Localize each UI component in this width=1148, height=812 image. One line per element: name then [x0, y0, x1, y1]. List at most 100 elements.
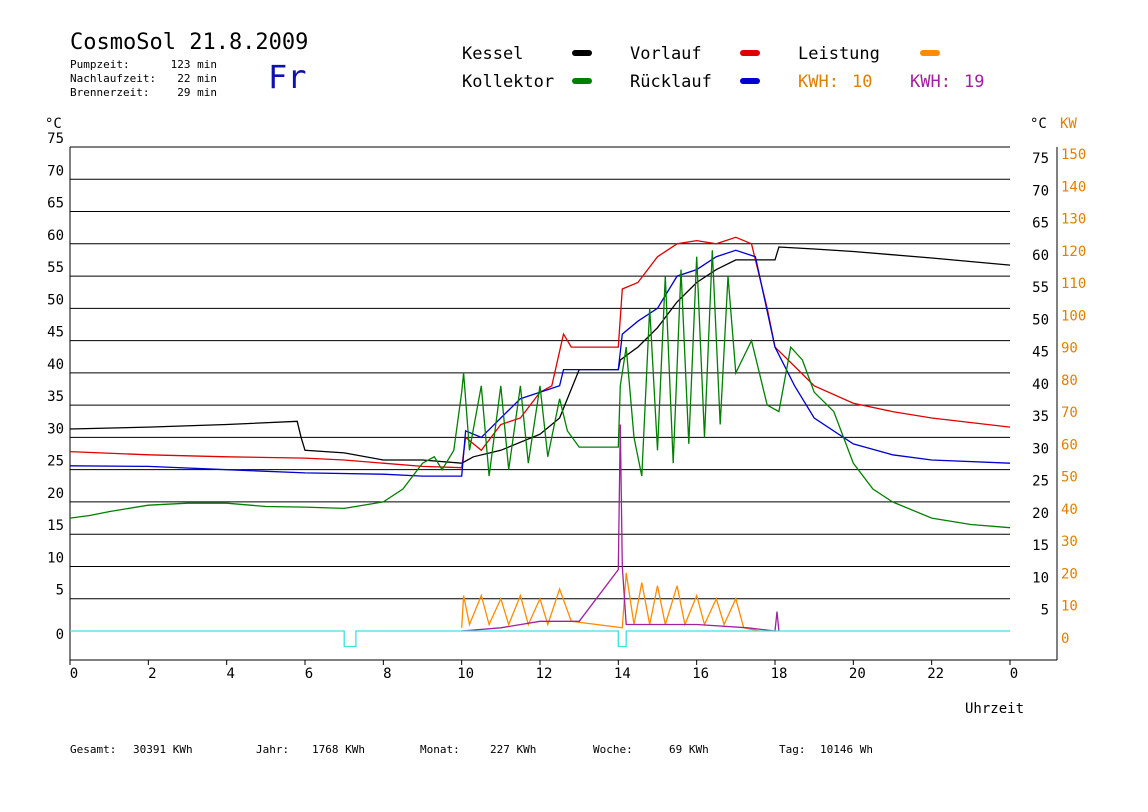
y2-tick-label: 60	[1061, 437, 1078, 453]
right-axis-unit-kw: KW	[1060, 116, 1077, 132]
y2-tick-label: 100	[1061, 308, 1086, 324]
y-tick-label: 65	[47, 196, 64, 212]
x-tick-label: 16	[692, 666, 709, 682]
y-tick-label: 35	[47, 389, 64, 405]
x-axis-title: Uhrzeit	[965, 701, 1025, 717]
series-line-pumpe	[70, 630, 1010, 648]
y-tick-label: 40	[47, 357, 64, 373]
y-tick-label: 75	[47, 131, 64, 147]
y-tick-label-right: 40	[1032, 377, 1049, 393]
y-tick-label-right: 5	[1041, 603, 1049, 619]
legend-leistung-label: Leistung	[798, 44, 880, 64]
legend-kollektor-label: Kollektor	[462, 72, 555, 92]
y2-tick-label: 140	[1061, 179, 1086, 195]
x-tick-label: 4	[226, 666, 234, 682]
y2-tick-label: 80	[1061, 373, 1078, 389]
chart-title: CosmoSol 21.8.2009	[70, 30, 309, 55]
total-jahr-label: Jahr:	[256, 743, 290, 756]
y2-tick-label: 90	[1061, 341, 1078, 357]
nachlauf-value: 22 min	[177, 72, 217, 85]
x-tick-label: 8	[383, 666, 391, 682]
series-lines	[69, 236, 1011, 648]
total-gesamt-value: 30391 KWh	[133, 743, 193, 756]
series-line-kollektor	[69, 250, 1011, 529]
y-tick-label: 25	[47, 454, 64, 470]
legend-vorlauf-swatch	[740, 50, 760, 56]
legend-ruecklauf-label: Rücklauf	[630, 72, 712, 92]
y2-tick-label: 30	[1061, 534, 1078, 550]
y-tick-label: 10	[47, 550, 64, 566]
legend-kwh1-value: 10	[852, 72, 873, 92]
y2-tick-label: 120	[1061, 244, 1086, 260]
x-tick-label: 12	[536, 666, 553, 682]
total-jahr-value: 1768 KWh	[312, 743, 365, 756]
y-tick-label: 45	[47, 325, 64, 341]
y-tick-label-right: 65	[1032, 216, 1049, 232]
axis-ticks: 0510152025303540455055606570755101520253…	[47, 131, 1086, 682]
legend-kwh2-value: 19	[964, 72, 985, 92]
brenner-value: 29 min	[177, 86, 217, 99]
x-tick-label: 22	[927, 666, 944, 682]
legend-vorlauf-label: Vorlauf	[630, 44, 702, 64]
y-tick-label: 55	[47, 260, 64, 276]
total-tag-label: Tag:	[779, 743, 806, 756]
legend-kessel-label: Kessel	[462, 44, 524, 64]
right-axis-unit-c: °C	[1030, 116, 1047, 132]
total-gesamt-label: Gesamt:	[70, 743, 117, 756]
y-tick-label-right: 30	[1032, 441, 1049, 457]
y-tick-label-right: 45	[1032, 345, 1049, 361]
brenner-label: Brennerzeit:	[70, 86, 150, 99]
y-tick-label-right: 60	[1032, 248, 1049, 264]
y-tick-label-right: 10	[1032, 570, 1049, 586]
y-tick-label: 50	[47, 292, 64, 308]
series-line-rcklauf	[69, 249, 1011, 477]
y2-tick-label: 20	[1061, 566, 1078, 582]
y-tick-label-right: 20	[1032, 506, 1049, 522]
y-tick-label-right: 25	[1032, 474, 1049, 490]
legend-kwh1-label: KWH:	[798, 72, 839, 92]
y-tick-label: 15	[47, 518, 64, 534]
series-line-vorlauf	[69, 236, 1011, 469]
legend-kessel-swatch	[572, 50, 592, 56]
series-line-leistung	[461, 572, 760, 632]
total-monat-label: Monat:	[420, 743, 460, 756]
y-tick-label-right: 55	[1032, 280, 1049, 296]
y-tick-label-right: 50	[1032, 312, 1049, 328]
total-tag-value: 10146 Wh	[820, 743, 873, 756]
legend-ruecklauf-swatch	[740, 78, 760, 84]
weekday-label: Fr	[268, 58, 307, 96]
x-tick-label: 6	[305, 666, 313, 682]
y-tick-label-right: 70	[1032, 183, 1049, 199]
y2-tick-label: 10	[1061, 599, 1078, 615]
total-monat-value: 227 KWh	[490, 743, 537, 756]
y2-tick-label: 70	[1061, 405, 1078, 421]
y-tick-label: 0	[56, 627, 64, 643]
x-tick-label: 0	[70, 666, 78, 682]
legend-leistung-swatch	[920, 50, 940, 56]
x-tick-label: 14	[614, 666, 631, 682]
y2-tick-label: 0	[1061, 631, 1069, 647]
x-tick-label: 18	[771, 666, 788, 682]
total-woche-label: Woche:	[593, 743, 633, 756]
y-tick-label: 70	[47, 163, 64, 179]
grid-lines	[69, 146, 1058, 661]
y-tick-label-right: 35	[1032, 409, 1049, 425]
y2-tick-label: 130	[1061, 212, 1086, 228]
y-tick-label-right: 75	[1032, 151, 1049, 167]
y-tick-label: 5	[56, 583, 64, 599]
series-line-kessel	[69, 246, 1011, 464]
y-tick-label: 30	[47, 421, 64, 437]
x-tick-label: 2	[148, 666, 156, 682]
y-tick-label-right: 15	[1032, 538, 1049, 554]
x-tick-label: 10	[457, 666, 474, 682]
x-tick-label: 20	[849, 666, 866, 682]
y2-tick-label: 50	[1061, 470, 1078, 486]
y2-tick-label: 110	[1061, 276, 1086, 292]
pump-value: 123 min	[170, 58, 217, 71]
series-line-kwh	[461, 424, 780, 632]
y-tick-label: 60	[47, 228, 64, 244]
nachlauf-label: Nachlaufzeit:	[70, 72, 157, 85]
total-woche-value: 69 KWh	[669, 743, 709, 756]
pump-label: Pumpzeit:	[70, 58, 130, 71]
